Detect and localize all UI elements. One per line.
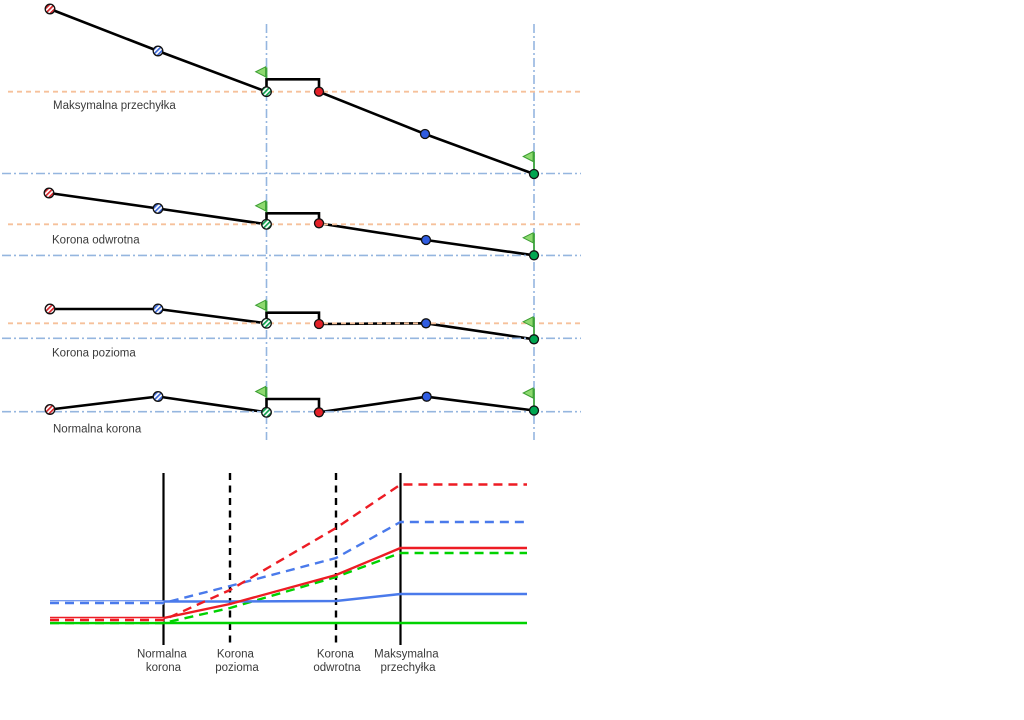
flag-icon	[254, 199, 267, 212]
station-label-line: pozioma	[215, 662, 259, 674]
crown-profile-line-normalna-korona	[49, 395, 535, 414]
series-line-red-solid	[50, 546, 527, 620]
section-label-korona-odwrotna: Korona odwrotna	[52, 235, 140, 247]
marker-center-solid-red	[313, 407, 325, 418]
flag-icon	[522, 315, 534, 328]
marker-center-hatched-green	[261, 406, 272, 418]
crown-profile-line-maksymalna-przechylka	[49, 7, 535, 176]
transition-chart-group	[50, 473, 527, 645]
marker-right-edge-solid-green	[528, 334, 540, 345]
marker-left-edge-hatched-red	[44, 404, 56, 415]
marker-left-mid-hatched-blue	[152, 303, 164, 315]
marker-center-hatched-green	[261, 86, 272, 98]
marker-right-edge-solid-green	[528, 250, 540, 261]
flag-icon	[254, 385, 267, 398]
marker-center-solid-red	[313, 318, 325, 330]
flag-icon	[522, 150, 534, 163]
series-line-red-dashed	[50, 483, 527, 622]
flag-icon	[254, 299, 267, 312]
marker-right-mid-solid-blue	[421, 391, 432, 402]
marker-right-mid-solid-blue	[419, 128, 431, 140]
station-label-line: korona	[146, 662, 182, 674]
section-label-maksymalna-przechylka: Maksymalna przechyłka	[53, 100, 176, 112]
station-label-korona-pozioma: Korona pozioma	[215, 649, 259, 675]
flag-icon	[254, 65, 267, 78]
station-label-line: Maksymalna	[374, 649, 439, 661]
station-label-korona-odwrotna: Korona odwrotna	[313, 649, 361, 675]
marker-center-hatched-green	[261, 317, 272, 329]
marker-center-solid-red	[313, 218, 325, 229]
section-label-normalna-korona: Normalna korona	[53, 424, 142, 436]
section-label-korona-pozioma: Korona pozioma	[52, 348, 136, 360]
station-label-normalna-korona: Normalna korona	[137, 649, 190, 675]
marker-right-mid-solid-blue	[420, 318, 432, 329]
cross-sections-group	[2, 3, 581, 440]
series-line-blue-dashed	[50, 520, 527, 605]
marker-right-mid-solid-blue	[420, 234, 432, 246]
marker-left-mid-hatched-blue	[152, 203, 164, 214]
crown-profile-line-korona-odwrotna	[48, 191, 535, 257]
marker-center-solid-red	[313, 86, 325, 97]
station-label-maksymalna-przechylka: Maksymalna przechyłka	[374, 649, 442, 675]
station-label-line: przechyłka	[381, 662, 437, 674]
station-label-line: Korona	[317, 649, 355, 661]
marker-right-edge-solid-green	[528, 168, 540, 180]
marker-left-edge-hatched-red	[44, 3, 56, 15]
station-label-line: odwrotna	[313, 662, 361, 674]
flag-icon	[522, 231, 534, 244]
marker-left-mid-hatched-blue	[152, 391, 164, 402]
series-line-blue-solid	[50, 592, 527, 603]
marker-center-hatched-green	[261, 218, 272, 230]
station-label-line: Korona	[217, 649, 255, 661]
flag-icon	[522, 387, 534, 399]
marker-left-mid-hatched-blue	[152, 45, 164, 57]
marker-left-edge-hatched-red	[44, 303, 56, 315]
station-label-line: Normalna	[137, 649, 187, 661]
marker-left-edge-hatched-red	[43, 187, 55, 199]
marker-right-edge-solid-green	[528, 405, 540, 416]
